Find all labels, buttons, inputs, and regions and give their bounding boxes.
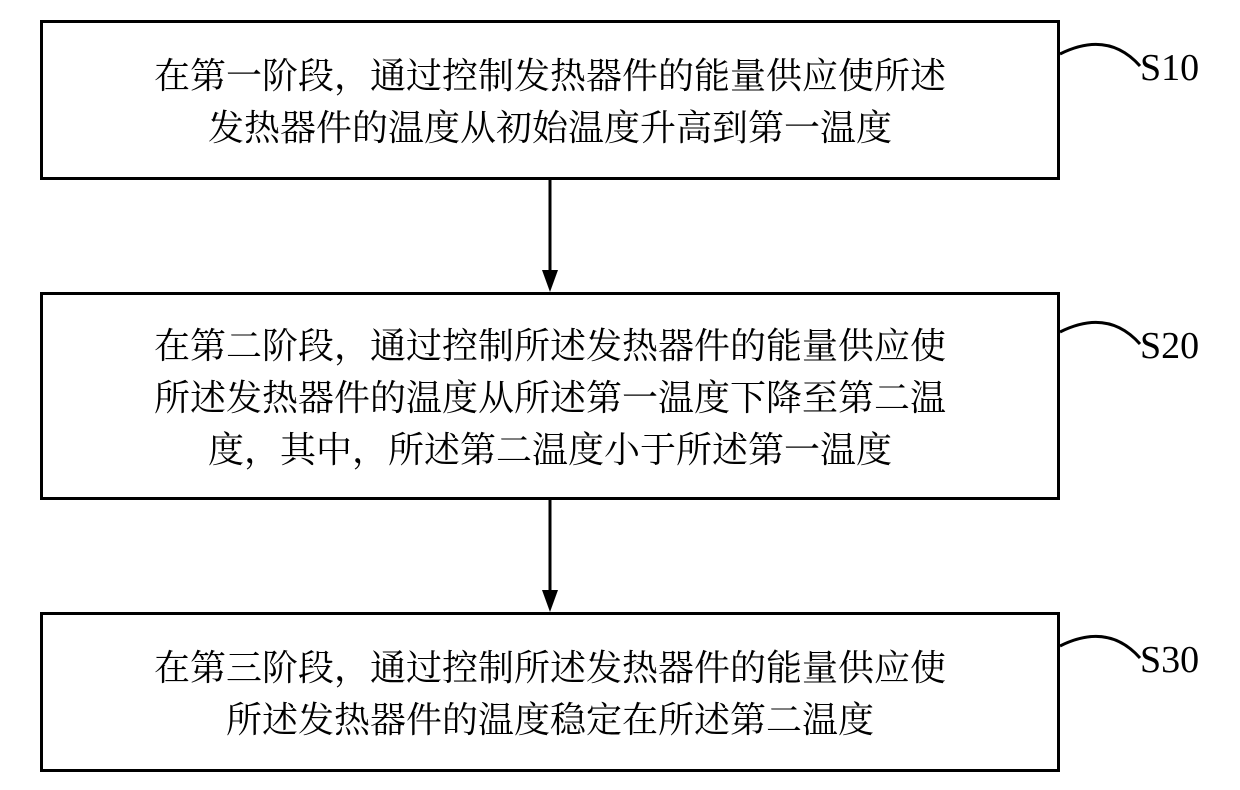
flow-node-s20-text: 在第二阶段，通过控制所述发热器件的能量供应使 所述发热器件的温度从所述第一温度下…	[154, 318, 946, 475]
flow-node-s20-label: S20	[1140, 324, 1199, 368]
flow-node-s10-label: S10	[1140, 46, 1199, 90]
flow-node-s10: 在第一阶段，通过控制发热器件的能量供应使所述 发热器件的温度从初始温度升高到第一…	[40, 20, 1060, 180]
flow-node-s10-text: 在第一阶段，通过控制发热器件的能量供应使所述 发热器件的温度从初始温度升高到第一…	[154, 48, 946, 152]
flowchart: 在第一阶段，通过控制发热器件的能量供应使所述 发热器件的温度从初始温度升高到第一…	[0, 0, 1240, 790]
flow-node-s30-label: S30	[1140, 638, 1199, 682]
flow-node-s30: 在第三阶段，通过控制所述发热器件的能量供应使 所述发热器件的温度稳定在所述第二温…	[40, 612, 1060, 772]
flow-node-s30-text: 在第三阶段，通过控制所述发热器件的能量供应使 所述发热器件的温度稳定在所述第二温…	[154, 640, 946, 744]
flow-node-s20: 在第二阶段，通过控制所述发热器件的能量供应使 所述发热器件的温度从所述第一温度下…	[40, 292, 1060, 500]
